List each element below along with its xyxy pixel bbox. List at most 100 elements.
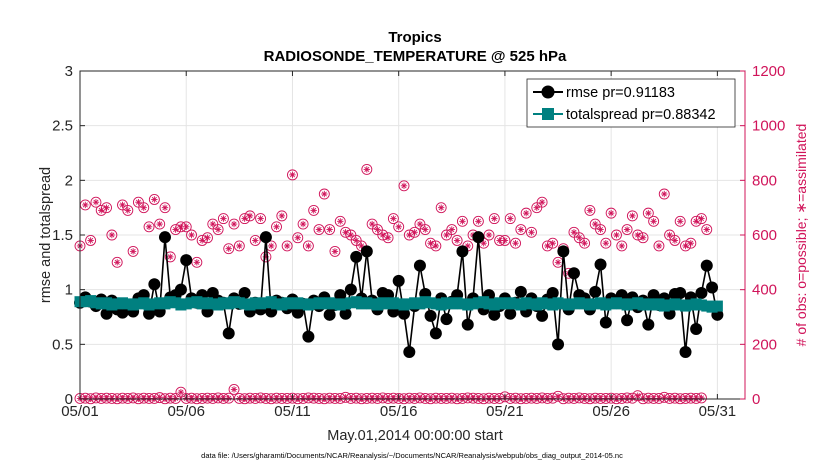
obs-assimilated-marker <box>299 220 307 228</box>
obs-assimilated-marker <box>129 248 137 255</box>
obs-possible-marker <box>106 229 118 241</box>
x-tick-label: 05/16 <box>380 403 418 420</box>
obs-possible-marker <box>616 240 628 252</box>
obs-possible-marker <box>621 224 633 235</box>
obs-possible-marker <box>536 196 548 208</box>
obs-assimilated-marker <box>655 242 663 250</box>
rmse-point <box>403 345 416 358</box>
obs-assimilated-marker <box>119 201 126 209</box>
obs-assimilated-marker <box>634 392 641 399</box>
obs-assimilated-marker <box>517 226 525 233</box>
obs-assimilated-marker <box>305 242 312 250</box>
obs-assimilated-marker <box>448 226 456 233</box>
obs-assimilated-marker <box>363 395 371 402</box>
obs-assimilated-marker <box>549 240 556 247</box>
rmse-point <box>599 316 612 329</box>
obs-possible-marker <box>510 237 521 249</box>
x-tick-label: 05/01 <box>61 403 99 420</box>
obs-assimilated-marker <box>236 395 243 402</box>
obs-possible-marker <box>85 235 97 246</box>
x-tick-label: 05/31 <box>699 403 737 420</box>
obs-assimilated-marker <box>384 234 392 241</box>
obs-assimilated-marker <box>703 226 710 233</box>
y-axis-right-label: # of obs: o=possible; ∗=assimilated <box>793 124 809 347</box>
chart-title: Tropics <box>388 29 441 46</box>
obs-assimilated-marker <box>496 395 503 402</box>
obs-assimilated-marker <box>310 207 317 214</box>
obs-assimilated-marker <box>676 218 684 225</box>
obs-assimilated-marker <box>129 394 137 402</box>
obs-assimilated-marker <box>209 220 216 228</box>
obs-assimilated-marker <box>193 259 201 266</box>
obs-assimilated-marker <box>390 215 397 222</box>
rmse-point <box>143 307 156 320</box>
y-right-tick-label: 200 <box>752 336 777 353</box>
x-tick-label: 05/11 <box>274 403 310 420</box>
obs-assimilated-marker <box>342 394 349 401</box>
obs-possible-marker <box>611 229 622 241</box>
obs-assimilated-marker <box>422 226 429 233</box>
obs-assimilated-marker <box>645 209 652 217</box>
obs-possible-marker <box>281 240 293 252</box>
obs-possible-marker <box>605 207 617 219</box>
obs-assimilated-marker <box>432 242 440 250</box>
obs-assimilated-marker <box>570 229 578 236</box>
obs-possible-marker <box>515 224 527 235</box>
obs-possible-marker <box>90 196 102 208</box>
obs-assimilated-marker <box>607 209 615 217</box>
obs-possible-marker <box>626 210 638 222</box>
y-axis-right: 0 200 400 600 800 1000 1200 <box>740 63 785 408</box>
obs-assimilated-marker <box>475 218 482 225</box>
obs-assimilated-marker <box>533 395 540 402</box>
obs-possible-marker <box>387 213 399 225</box>
obs-assimilated-marker <box>326 226 333 233</box>
y-tick-label: 1.5 <box>52 227 73 244</box>
rmse-point <box>360 245 373 258</box>
rmse-point <box>398 307 411 320</box>
obs-assimilated-marker <box>82 201 89 209</box>
obs-assimilated-marker <box>416 394 424 402</box>
obs-possible-marker <box>435 202 447 214</box>
obs-assimilated-marker <box>687 240 695 247</box>
obs-assimilated-marker <box>538 394 546 402</box>
obs-assimilated-marker <box>236 242 243 250</box>
rmse-point <box>174 283 187 296</box>
y-tick-label: 1 <box>65 282 73 299</box>
obs-assimilated-marker <box>363 166 371 173</box>
obs-possible-marker <box>228 218 240 230</box>
rmse-point <box>291 306 304 319</box>
obs-assimilated-marker <box>337 218 344 225</box>
obs-assimilated-marker <box>294 234 301 241</box>
obs-assimilated-marker <box>597 226 604 233</box>
rmse-point <box>302 330 315 343</box>
obs-possible-marker <box>287 169 298 181</box>
rmse-point <box>594 258 607 271</box>
obs-assimilated-marker <box>395 223 402 230</box>
obs-assimilated-marker <box>342 229 349 236</box>
x-axis: 05/01 05/06 05/11 05/16 05/21 05/26 05/31 <box>61 71 736 420</box>
obs-assimilated-marker <box>379 394 386 402</box>
obs-possible-marker <box>318 188 330 200</box>
obs-assimilated-marker <box>151 196 158 203</box>
obs-possible-marker <box>271 221 282 233</box>
obs-assimilated-marker <box>374 226 381 233</box>
rmse-point <box>238 286 251 299</box>
rmse-point <box>259 231 272 244</box>
obs-assimilated-marker <box>507 215 514 222</box>
x-tick-label: 05/26 <box>592 403 630 420</box>
obs-possible-marker <box>579 237 591 249</box>
obs-assimilated-marker <box>204 234 211 241</box>
obs-assimilated-marker <box>623 226 631 233</box>
obs-assimilated-marker <box>512 394 519 402</box>
rmse-point <box>536 309 549 322</box>
x-tick-label: 05/21 <box>486 403 524 420</box>
obs-assimilated-marker <box>177 388 185 396</box>
obs-assimilated-marker <box>252 395 259 402</box>
y-right-tick-label: 0 <box>752 391 760 408</box>
rmse-point <box>700 259 713 272</box>
obs-possible-marker <box>164 251 176 263</box>
obs-assimilated-marker <box>177 223 185 230</box>
obs-assimilated-marker <box>692 218 700 225</box>
obs-assimilated-marker <box>427 240 434 247</box>
obs-assimilated-marker <box>257 215 264 222</box>
